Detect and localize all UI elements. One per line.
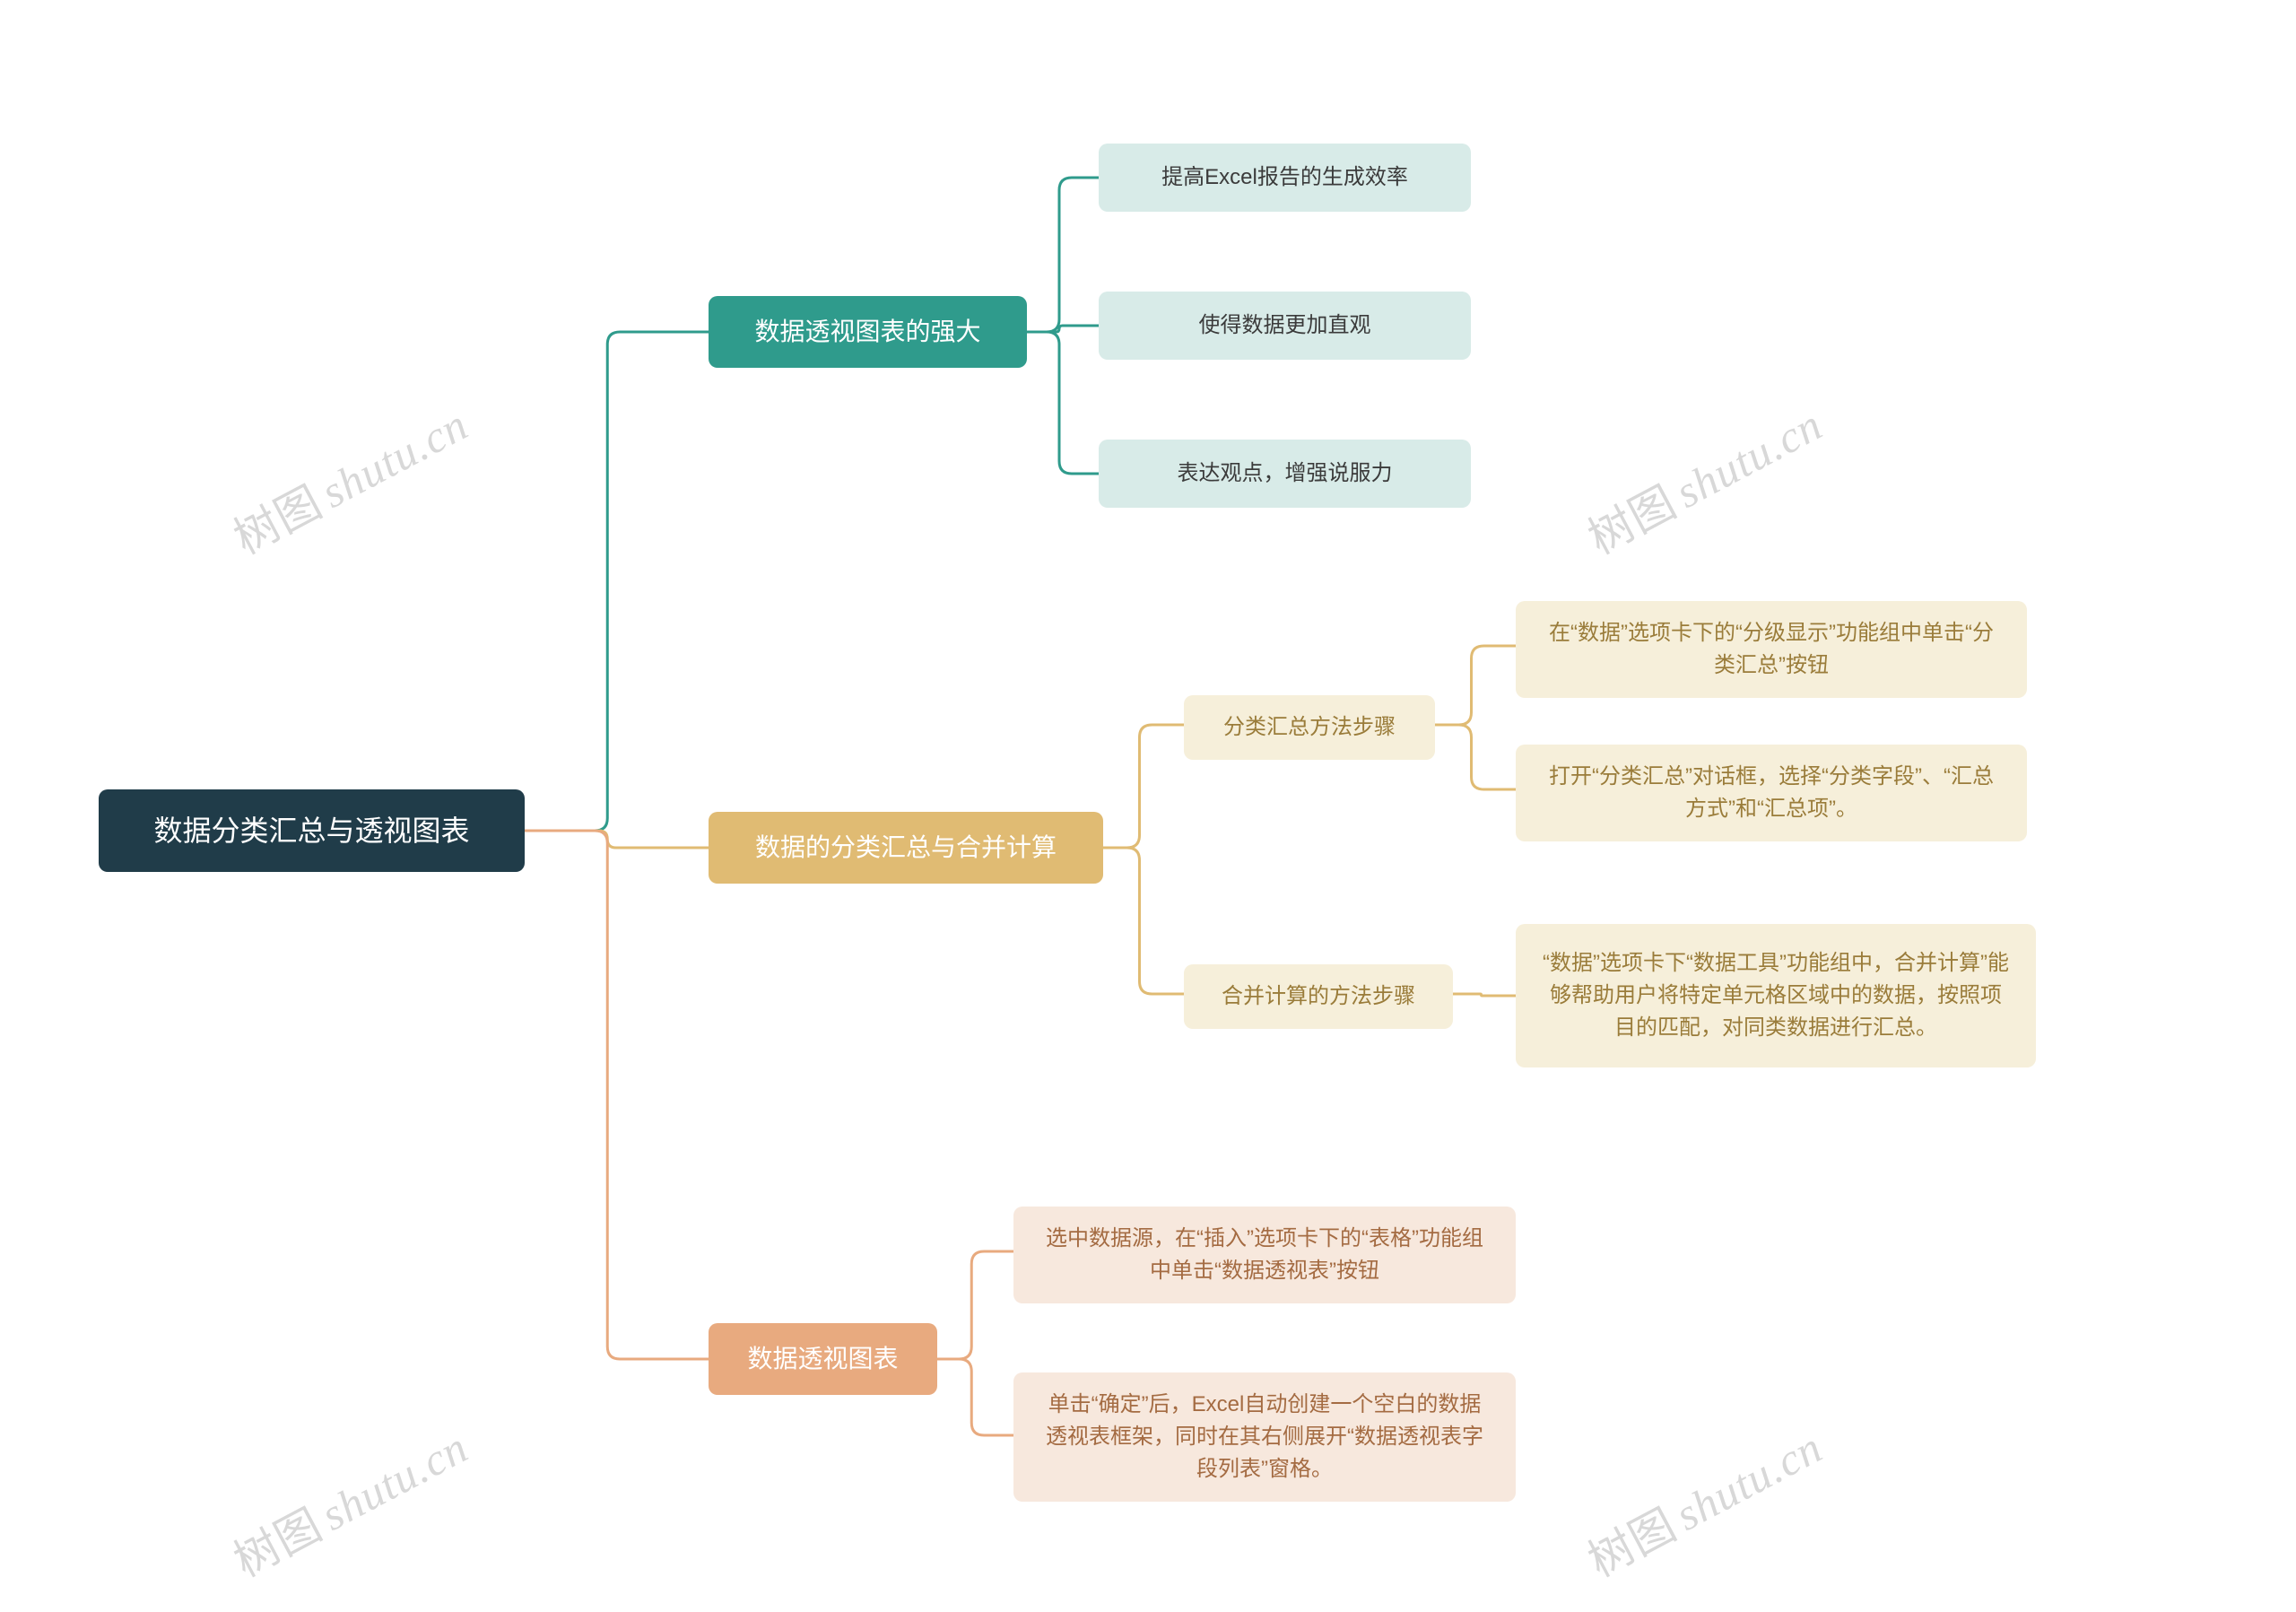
leaf-b3-label: 选中数据源，在“插入”选项卡下的“表格”功能组中单击“数据透视表”按钮: [1039, 1223, 1491, 1287]
branch-b3: 数据透视图表: [709, 1323, 937, 1395]
branch-b1: 数据透视图表的强大: [709, 296, 1027, 368]
watermark: 树图shutu.cn: [221, 389, 477, 567]
leaf-b1-label: 使得数据更加直观: [1199, 309, 1371, 342]
leaf-b3: 单击“确定”后，Excel自动创建一个空白的数据透视表框架，同时在其右侧展开“数…: [1013, 1372, 1516, 1502]
branch-b2: 数据的分类汇总与合并计算: [709, 812, 1103, 884]
sub-b2-label: 分类汇总方法步骤: [1223, 711, 1396, 744]
leaf-b2: “数据”选项卡下“数据工具”功能组中，合并计算”能够帮助用户将特定单元格区域中的…: [1516, 924, 2036, 1067]
leaf-b3: 选中数据源，在“插入”选项卡下的“表格”功能组中单击“数据透视表”按钮: [1013, 1207, 1516, 1303]
sub-b2: 分类汇总方法步骤: [1184, 695, 1435, 760]
leaf-b1: 使得数据更加直观: [1099, 292, 1471, 360]
leaf-b2: 在“数据”选项卡下的“分级显示”功能组中单击“分类汇总”按钮: [1516, 601, 2027, 698]
leaf-b1-label: 提高Excel报告的生成效率: [1161, 161, 1408, 194]
leaf-b2-label: 在“数据”选项卡下的“分级显示”功能组中单击“分类汇总”按钮: [1541, 617, 2002, 682]
branch-b2-label: 数据的分类汇总与合并计算: [755, 829, 1057, 867]
leaf-b2-label: 打开“分类汇总”对话框，选择“分类字段”、“汇总方式”和“汇总项”。: [1541, 761, 2002, 825]
watermark: 树图shutu.cn: [221, 1412, 477, 1590]
watermark: 树图shutu.cn: [1575, 1412, 1831, 1590]
mindmap-canvas: 树图shutu.cn 树图shutu.cn 树图shutu.cn 树图shutu.cn…: [0, 0, 2296, 1612]
branch-b1-label: 数据透视图表的强大: [754, 313, 980, 351]
leaf-b2-label: “数据”选项卡下“数据工具”功能组中，合并计算”能够帮助用户将特定单元格区域中的…: [1541, 947, 2011, 1044]
watermark: 树图shutu.cn: [1575, 389, 1831, 567]
branch-b3-label: 数据透视图表: [747, 1340, 898, 1378]
sub-b2-label: 合并计算的方法步骤: [1222, 980, 1415, 1013]
leaf-b2: 打开“分类汇总”对话框，选择“分类字段”、“汇总方式”和“汇总项”。: [1516, 745, 2027, 841]
leaf-b3-label: 单击“确定”后，Excel自动创建一个空白的数据透视表框架，同时在其右侧展开“数…: [1039, 1389, 1491, 1486]
leaf-b1: 表达观点，增强说服力: [1099, 440, 1471, 508]
leaf-b1: 提高Excel报告的生成效率: [1099, 144, 1471, 212]
root-node: 数据分类汇总与透视图表: [99, 789, 525, 872]
leaf-b1-label: 表达观点，增强说服力: [1178, 457, 1393, 490]
root-node-label: 数据分类汇总与透视图表: [153, 809, 469, 852]
sub-b2: 合并计算的方法步骤: [1184, 964, 1453, 1029]
